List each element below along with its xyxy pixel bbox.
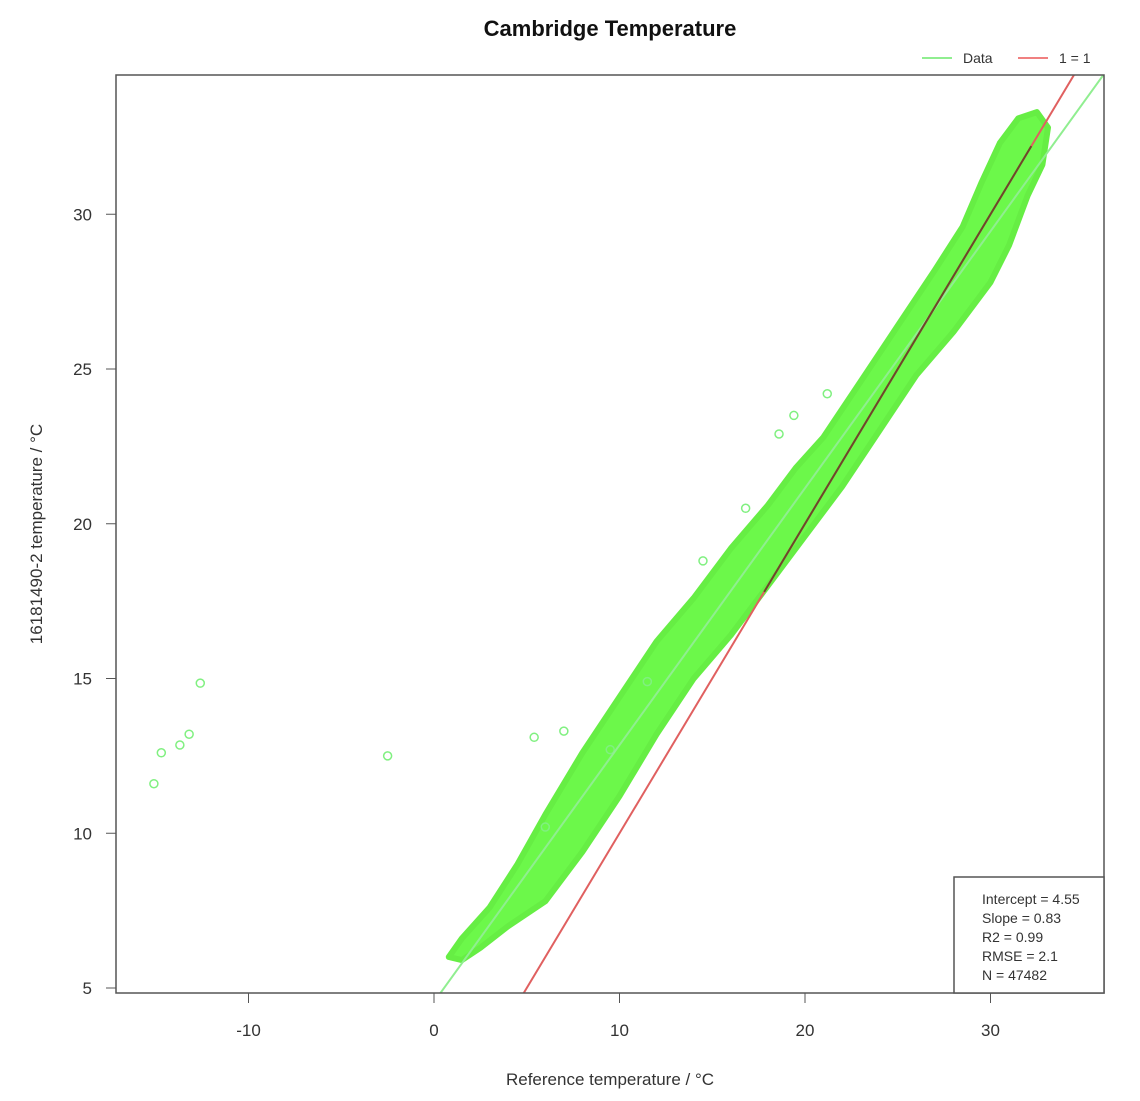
x-tick-label: 10: [610, 1021, 629, 1040]
fit-line: [439, 75, 1104, 993]
data-point: [605, 744, 615, 755]
chart-title: Cambridge Temperature: [484, 16, 737, 41]
stat-intercept: Intercept = 4.55: [982, 891, 1080, 907]
data-point: [822, 389, 833, 399]
x-tick-label: 20: [796, 1021, 815, 1040]
y-tick-label: 30: [73, 205, 92, 224]
data-point: [195, 678, 206, 688]
stats-box-frame: [953, 876, 1105, 994]
data-point: [789, 410, 799, 421]
data-point-cloud: [445, 109, 1051, 964]
plot-area: [149, 75, 1104, 993]
x-tick-label: -10: [236, 1021, 261, 1040]
overlap-line: [763, 145, 1033, 593]
stats-box: Intercept = 4.55 Slope = 0.83 R2 = 0.99 …: [953, 876, 1105, 994]
plot-frame: [115, 74, 1105, 994]
data-point: [529, 732, 539, 743]
stat-r2: R2 = 0.99: [982, 929, 1043, 945]
outlier-points: [149, 389, 833, 832]
data-point: [642, 676, 653, 687]
y-tick-label: 15: [73, 670, 92, 689]
x-axis: -10 0 10 20 30: [236, 993, 1000, 1040]
y-axis: 5 10 15 20 25 30: [73, 205, 116, 998]
legend: Data 1 = 1: [922, 50, 1091, 66]
data-point: [540, 822, 551, 832]
x-tick-label: 0: [429, 1021, 438, 1040]
y-tick-label: 5: [83, 979, 92, 998]
legend-one-to-one-label: 1 = 1: [1059, 50, 1091, 66]
data-point: [698, 556, 708, 566]
y-tick-label: 25: [73, 360, 92, 379]
data-point: [175, 740, 185, 750]
y-axis-label: 16181490-2 temperature / °C: [27, 424, 46, 644]
stat-slope: Slope = 0.83: [982, 910, 1061, 926]
data-point: [740, 503, 751, 514]
x-axis-label: Reference temperature / °C: [506, 1070, 714, 1089]
stat-n: N = 47482: [982, 967, 1047, 983]
data-point: [774, 429, 784, 439]
data-point: [149, 778, 159, 789]
y-tick-label: 10: [73, 824, 92, 843]
legend-data-label: Data: [963, 50, 993, 66]
data-point: [559, 726, 569, 736]
x-tick-label: 30: [981, 1021, 1000, 1040]
data-point: [156, 748, 167, 758]
y-tick-label: 20: [73, 515, 92, 534]
data-point: [184, 729, 194, 739]
data-point: [382, 751, 393, 761]
stat-rmse: RMSE = 2.1: [982, 948, 1058, 964]
